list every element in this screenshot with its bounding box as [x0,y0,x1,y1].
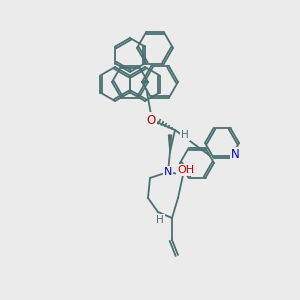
Text: H: H [181,130,189,140]
Polygon shape [169,135,172,152]
Text: N: N [231,148,240,161]
Text: OH: OH [177,165,195,175]
Text: N: N [164,167,172,177]
Text: H: H [156,215,164,225]
Text: O: O [146,113,156,127]
